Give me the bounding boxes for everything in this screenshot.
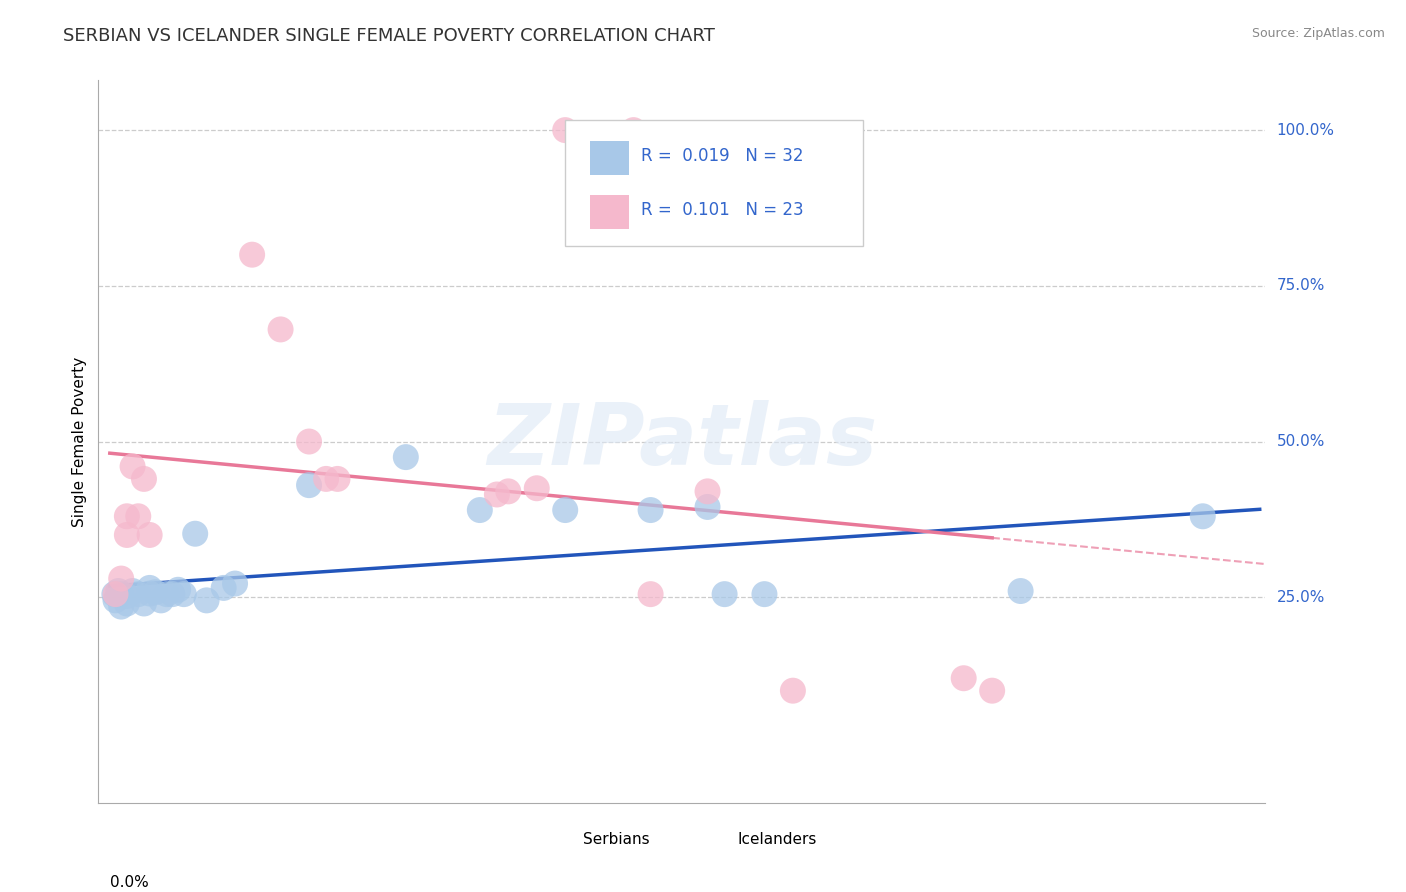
Point: [143, 585, 166, 599]
Point: [713, 587, 735, 601]
Text: Serbians: Serbians: [582, 832, 650, 847]
Point: [110, 587, 132, 601]
Point: [110, 572, 132, 586]
Point: [103, 587, 125, 601]
Point: [485, 487, 508, 501]
Point: [121, 459, 143, 474]
Point: [696, 484, 718, 499]
Point: [110, 599, 132, 614]
Point: [104, 587, 127, 601]
Point: [138, 586, 160, 600]
Point: [498, 484, 520, 499]
Point: [224, 576, 246, 591]
Point: [121, 584, 143, 599]
Point: [107, 584, 129, 599]
Point: [952, 671, 974, 685]
Point: [782, 683, 804, 698]
Point: [173, 587, 195, 601]
Point: [526, 481, 548, 495]
Point: [150, 593, 173, 607]
Point: [981, 683, 1004, 698]
Text: 25.0%: 25.0%: [1277, 590, 1324, 605]
Point: [270, 322, 292, 336]
FancyBboxPatch shape: [589, 195, 630, 229]
Point: [127, 509, 149, 524]
Text: R =  0.019   N = 32: R = 0.019 N = 32: [641, 147, 804, 165]
Text: 100.0%: 100.0%: [1277, 122, 1334, 137]
FancyBboxPatch shape: [534, 823, 575, 855]
Point: [184, 526, 207, 541]
Point: [1191, 509, 1213, 524]
Point: [315, 472, 337, 486]
Text: SERBIAN VS ICELANDER SINGLE FEMALE POVERTY CORRELATION CHART: SERBIAN VS ICELANDER SINGLE FEMALE POVER…: [63, 27, 716, 45]
Point: [138, 581, 160, 595]
Point: [468, 503, 491, 517]
Text: 50.0%: 50.0%: [1277, 434, 1324, 449]
Point: [395, 450, 418, 464]
Point: [240, 248, 263, 262]
Point: [138, 528, 160, 542]
Point: [115, 509, 138, 524]
Y-axis label: Single Female Poverty: Single Female Poverty: [72, 357, 87, 526]
Point: [212, 581, 235, 595]
Text: R =  0.101   N = 23: R = 0.101 N = 23: [641, 202, 804, 219]
Point: [195, 593, 218, 607]
Point: [554, 503, 576, 517]
Text: 0.0%: 0.0%: [110, 875, 149, 890]
Point: [623, 123, 645, 137]
Point: [640, 587, 662, 601]
Point: [115, 597, 138, 611]
FancyBboxPatch shape: [565, 120, 863, 246]
Point: [115, 589, 138, 603]
Text: Source: ZipAtlas.com: Source: ZipAtlas.com: [1251, 27, 1385, 40]
Point: [326, 472, 349, 486]
Point: [696, 500, 718, 514]
Point: [104, 593, 127, 607]
Point: [132, 472, 155, 486]
Point: [127, 587, 149, 601]
Point: [1010, 584, 1032, 599]
Point: [298, 434, 321, 449]
FancyBboxPatch shape: [589, 141, 630, 175]
Point: [640, 503, 662, 517]
Point: [132, 597, 155, 611]
Point: [156, 587, 179, 601]
Point: [754, 587, 776, 601]
Point: [162, 587, 184, 601]
Text: Icelanders: Icelanders: [738, 832, 817, 847]
Text: ZIPatlas: ZIPatlas: [486, 400, 877, 483]
Point: [115, 528, 138, 542]
FancyBboxPatch shape: [690, 823, 730, 855]
Point: [167, 582, 190, 597]
Point: [554, 123, 576, 137]
Text: 75.0%: 75.0%: [1277, 278, 1324, 293]
Point: [298, 478, 321, 492]
